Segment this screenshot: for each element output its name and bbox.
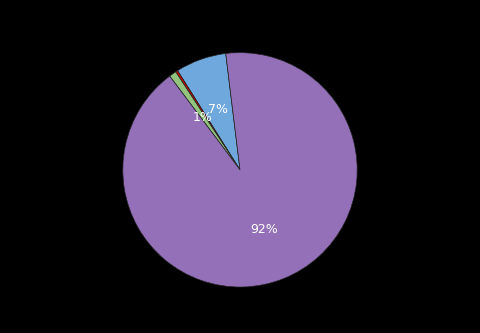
Wedge shape <box>123 53 357 287</box>
Text: 1%: 1% <box>193 111 213 124</box>
Wedge shape <box>176 71 240 170</box>
Wedge shape <box>169 72 240 170</box>
Text: 7%: 7% <box>208 103 228 116</box>
Text: 92%: 92% <box>250 223 278 236</box>
Wedge shape <box>178 54 240 170</box>
